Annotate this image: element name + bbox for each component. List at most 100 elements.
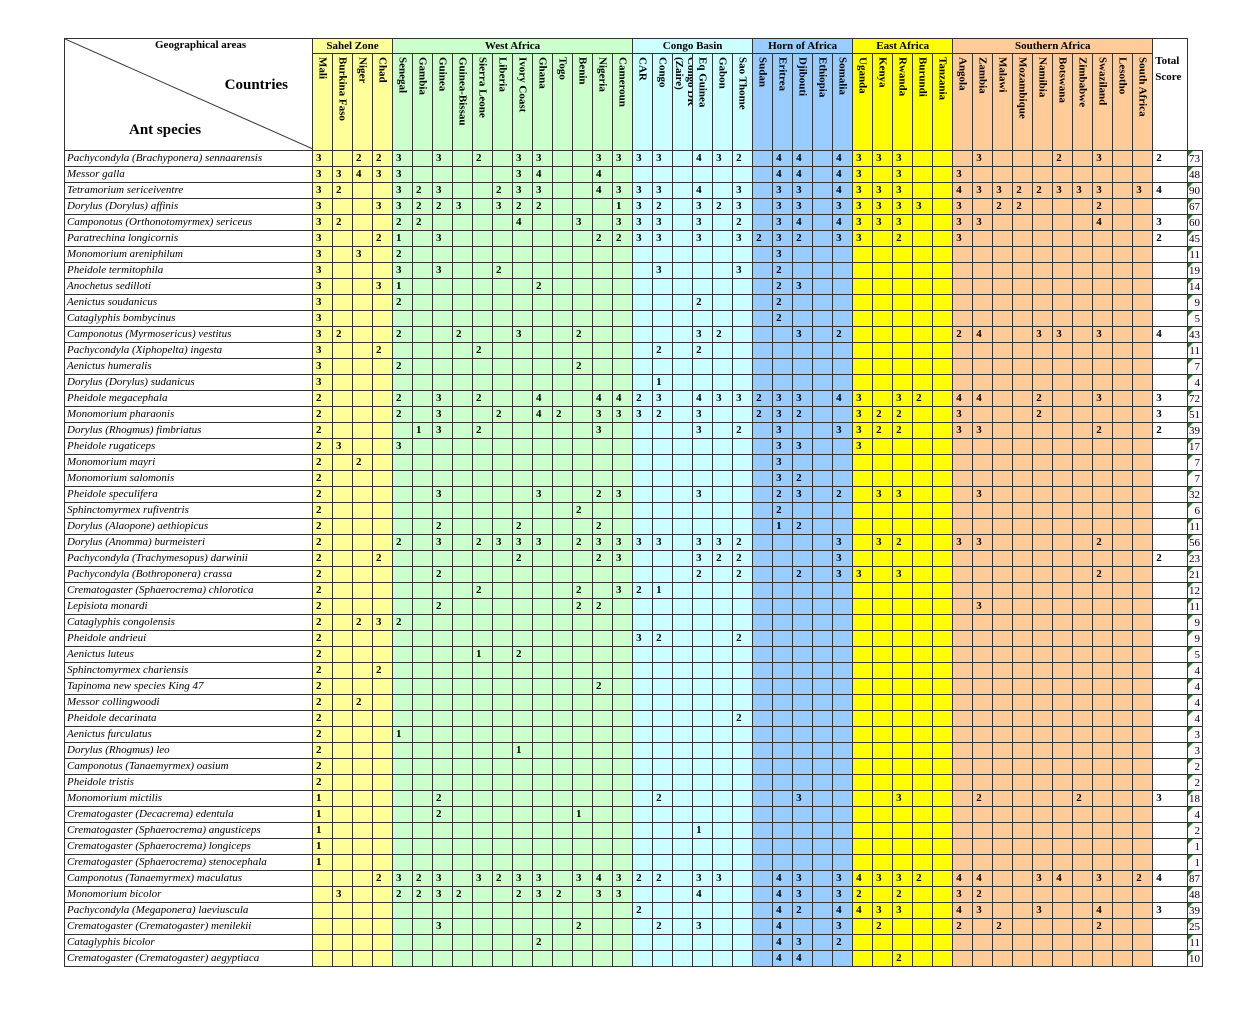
score-cell [1112,182,1134,199]
score-cell [712,502,734,519]
score-cell [932,278,954,295]
score-cell: 2 [772,278,794,295]
score-cell: 3 [712,150,734,167]
score-cell [332,806,353,823]
species-name: Camponotus (Orthonotomyrmex) sericeus [64,214,313,231]
total-score-cell: 43 [1187,326,1203,343]
score-cell [1092,598,1114,615]
total-score-cell: 2 [1187,822,1203,839]
score-cell [892,326,914,343]
score-cell [572,150,594,167]
score-cell: 4 [1052,870,1074,887]
score-cell: 2 [312,662,333,679]
score-cell [712,406,734,423]
species-name: Crematogaster (Crematogaster) menilekii [64,918,313,935]
country-name: Swaziland [1096,57,1109,106]
score-cell [1012,870,1034,887]
score-cell: 3 [1032,326,1054,343]
score-cell [952,518,974,535]
score-cell [352,294,373,311]
ant-distribution-table: Geographical areas Countries Ant species… [64,38,1203,967]
score-cell [872,358,894,375]
score-cell [1012,678,1034,695]
score-cell [1152,774,1189,791]
score-cell [1072,166,1094,183]
score-cell [1052,166,1074,183]
score-cell [1072,534,1094,551]
score-cell [1072,454,1094,471]
score-cell [1152,518,1189,535]
score-cell [992,726,1014,743]
score-cell: 3 [312,166,333,183]
score-cell [812,742,834,759]
score-cell [1152,470,1189,487]
score-cell [572,662,594,679]
score-cell [371,310,394,327]
score-cell [1132,678,1154,695]
score-cell [1072,902,1094,919]
score-cell [472,438,494,455]
score-cell [892,806,914,823]
score-cell [371,566,394,583]
score-cell [1052,310,1074,327]
score-cell [552,742,574,759]
score-cell [712,614,734,631]
score-cell [472,310,494,327]
score-cell [371,454,394,471]
score-cell [732,598,754,615]
score-cell [1092,886,1114,903]
score-cell: 4 [952,902,974,919]
score-cell: 3 [592,886,614,903]
score-cell [692,678,714,695]
score-cell [1132,454,1154,471]
table-row: Monomorium salomonis 2 3 2 7 [64,470,1203,487]
score-cell [892,502,914,519]
score-cell [872,758,894,775]
score-cell: 3 [371,198,394,215]
score-cell [332,406,353,423]
score-cell: 3 [952,166,974,183]
score-cell [1092,694,1114,711]
score-cell: 2 [312,694,333,711]
score-cell [352,790,373,807]
score-cell [1012,918,1034,935]
score-cell [371,806,394,823]
score-cell: 3 [371,166,394,183]
score-cell [572,486,594,503]
score-cell [932,150,954,167]
score-cell [452,502,474,519]
score-cell [452,310,474,327]
score-cell [512,422,534,439]
score-cell [1012,150,1034,167]
score-cell [1072,822,1094,839]
score-cell [872,662,894,679]
score-cell [452,950,474,967]
score-cell [371,598,394,615]
score-cell [852,854,874,871]
score-cell [412,294,434,311]
species-name: Aenictus soudanicus [64,294,313,311]
country-header: Mali [312,53,333,151]
score-cell: 3 [852,438,874,455]
score-cell [912,374,934,391]
score-cell [452,694,474,711]
score-cell [972,246,994,263]
score-cell [532,694,554,711]
score-cell [632,678,654,695]
score-cell [432,678,454,695]
table-row: Monomorium mictilis 1 2 2 3 3 2 2 3 18 [64,790,1203,807]
region-header-west: West Africa [392,38,634,54]
score-cell [772,790,794,807]
country-name: Ethiopia [816,57,829,98]
score-cell [932,918,954,935]
score-cell: 3 [852,422,874,439]
score-cell [692,166,714,183]
species-name: Sphinctomyrmex rufiventris [64,502,313,519]
score-cell: 2 [592,230,614,247]
score-cell: 2 [792,470,814,487]
score-cell [732,438,754,455]
score-cell: 3 [832,870,854,887]
score-cell [712,742,734,759]
score-cell [932,950,954,967]
score-cell [492,486,514,503]
